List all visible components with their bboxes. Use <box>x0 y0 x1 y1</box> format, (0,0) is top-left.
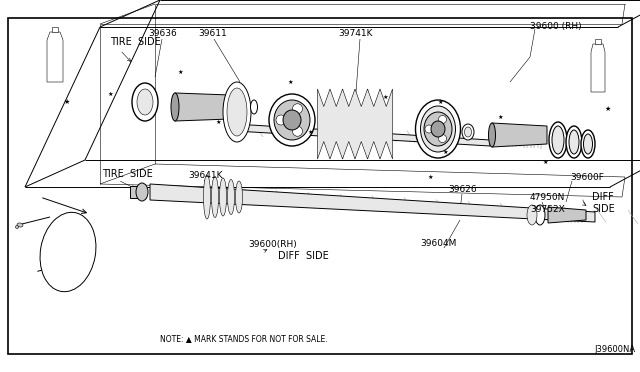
Ellipse shape <box>420 106 456 152</box>
Polygon shape <box>591 44 605 92</box>
Text: 39600 (RH): 39600 (RH) <box>530 22 582 32</box>
Ellipse shape <box>269 94 315 146</box>
Polygon shape <box>52 27 58 32</box>
Text: 39600(RH): 39600(RH) <box>248 240 297 248</box>
Polygon shape <box>235 124 490 146</box>
Ellipse shape <box>211 176 218 218</box>
Ellipse shape <box>204 175 211 219</box>
Ellipse shape <box>549 122 567 158</box>
Text: ★: ★ <box>177 70 183 74</box>
Text: ★: ★ <box>215 119 221 125</box>
Ellipse shape <box>424 112 452 146</box>
Text: NOTE: ▲ MARK STANDS FOR NOT FOR SALE.: NOTE: ▲ MARK STANDS FOR NOT FOR SALE. <box>160 334 328 343</box>
Ellipse shape <box>488 123 495 147</box>
Text: 39626: 39626 <box>448 186 477 195</box>
Polygon shape <box>548 207 586 223</box>
Text: 39611: 39611 <box>198 29 227 38</box>
Text: ★: ★ <box>287 80 293 84</box>
Ellipse shape <box>415 100 461 158</box>
Text: 39600F: 39600F <box>570 173 604 182</box>
Text: ★: ★ <box>427 174 433 180</box>
Text: 47950N: 47950N <box>530 193 565 202</box>
Ellipse shape <box>236 181 243 213</box>
Text: DIFF: DIFF <box>592 192 614 202</box>
Text: ★: ★ <box>437 99 443 105</box>
Ellipse shape <box>40 212 96 292</box>
Ellipse shape <box>137 89 153 115</box>
Ellipse shape <box>223 82 251 142</box>
Text: ★: ★ <box>497 115 503 119</box>
Text: 39752X: 39752X <box>530 205 564 214</box>
Circle shape <box>438 115 447 124</box>
Polygon shape <box>595 39 601 44</box>
Ellipse shape <box>15 225 19 228</box>
Ellipse shape <box>581 130 595 158</box>
Text: ★: ★ <box>107 92 113 96</box>
Ellipse shape <box>584 134 593 154</box>
Text: 39636: 39636 <box>148 29 177 38</box>
Ellipse shape <box>17 223 23 227</box>
Ellipse shape <box>227 180 234 215</box>
Text: ★: ★ <box>542 160 548 164</box>
Polygon shape <box>492 123 547 147</box>
Text: TIRE  SIDE: TIRE SIDE <box>102 169 153 179</box>
Text: DIFF  SIDE: DIFF SIDE <box>278 251 329 261</box>
Ellipse shape <box>283 110 301 130</box>
Ellipse shape <box>274 100 310 140</box>
Text: 39741K: 39741K <box>338 29 372 38</box>
Text: 39604M: 39604M <box>420 240 456 248</box>
Ellipse shape <box>535 205 545 225</box>
Circle shape <box>438 135 447 142</box>
Text: SIDE: SIDE <box>592 204 615 214</box>
Polygon shape <box>150 184 595 222</box>
Ellipse shape <box>227 88 247 136</box>
Ellipse shape <box>250 100 257 114</box>
Circle shape <box>292 104 303 114</box>
Ellipse shape <box>462 124 474 140</box>
Polygon shape <box>130 186 145 198</box>
Text: ★: ★ <box>64 99 70 105</box>
Text: 39641K: 39641K <box>188 171 223 180</box>
Text: ★: ★ <box>307 129 313 135</box>
Ellipse shape <box>431 121 445 137</box>
Text: J39600NA: J39600NA <box>594 346 635 355</box>
Text: ★: ★ <box>605 106 611 112</box>
Circle shape <box>276 115 286 125</box>
Ellipse shape <box>566 126 582 158</box>
Polygon shape <box>317 89 392 159</box>
Ellipse shape <box>132 83 158 121</box>
Text: ★: ★ <box>382 94 388 99</box>
Ellipse shape <box>527 205 537 225</box>
Ellipse shape <box>220 178 227 216</box>
Circle shape <box>425 125 433 133</box>
Polygon shape <box>47 32 63 82</box>
Ellipse shape <box>136 183 148 201</box>
Ellipse shape <box>569 130 579 154</box>
Ellipse shape <box>171 93 179 121</box>
Ellipse shape <box>465 127 472 137</box>
Polygon shape <box>229 99 230 122</box>
Text: ★: ★ <box>442 150 448 154</box>
Ellipse shape <box>552 126 564 154</box>
Polygon shape <box>175 93 230 121</box>
Text: TIRE  SIDE: TIRE SIDE <box>110 37 161 47</box>
Circle shape <box>292 126 303 136</box>
